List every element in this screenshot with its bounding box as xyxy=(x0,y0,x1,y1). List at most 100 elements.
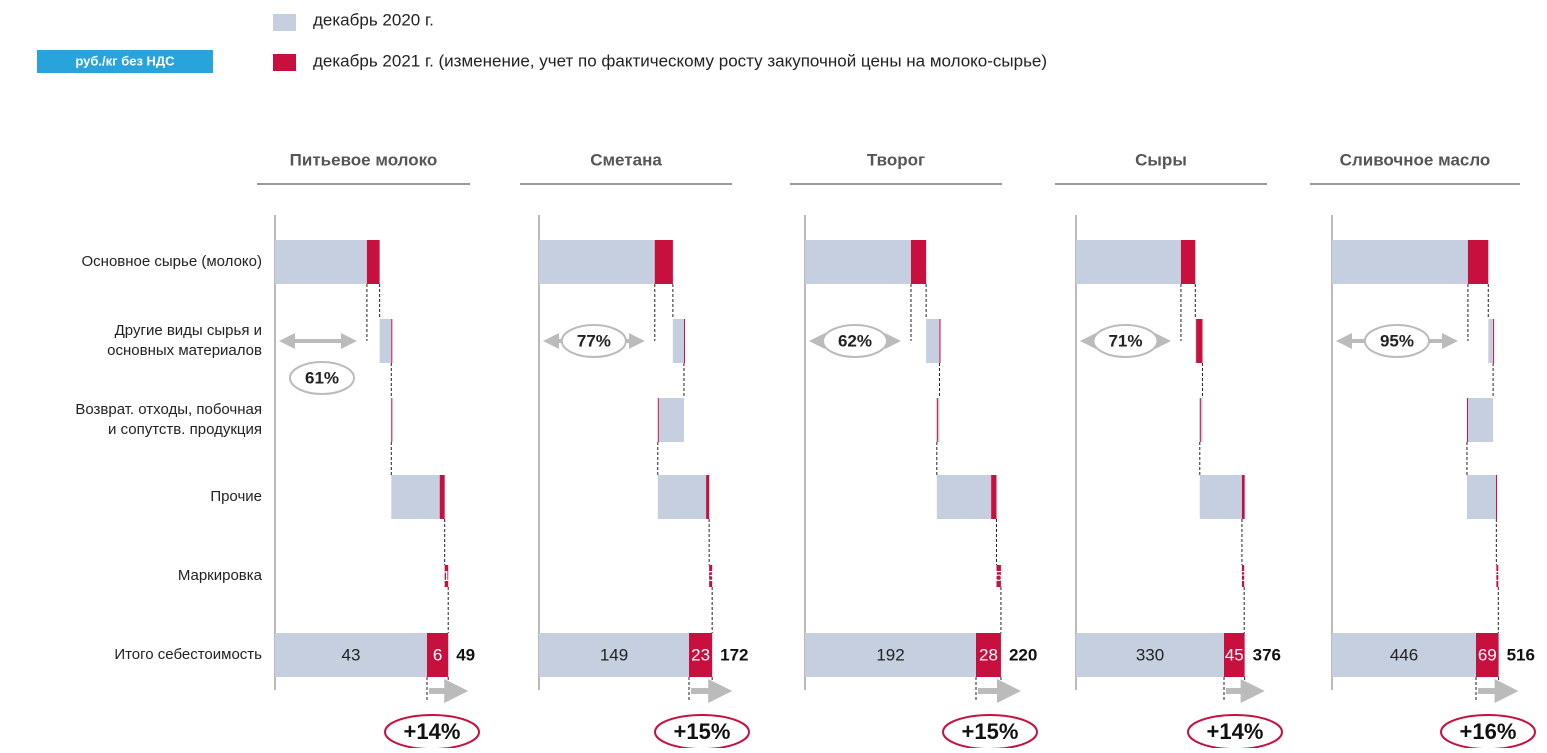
total-increase xyxy=(1224,633,1245,677)
panel-title: Питьевое молоко xyxy=(290,150,438,169)
bar-increase xyxy=(1196,319,1203,363)
bar-2020 xyxy=(275,240,367,284)
total-increase xyxy=(689,633,713,677)
bar-2020 xyxy=(657,475,707,519)
row-label: Другие виды сырья и xyxy=(115,322,262,339)
panel-title: Сливочное масло xyxy=(1340,150,1491,169)
bar-2020 xyxy=(539,240,655,284)
bar-increase xyxy=(910,240,927,284)
growth-label: +16% xyxy=(1460,719,1517,744)
bar-increase xyxy=(1241,475,1245,519)
bar-2020 xyxy=(379,319,392,363)
total-2020-label: 446 xyxy=(1390,645,1418,664)
bar-2020 xyxy=(926,319,940,363)
growth-label: +15% xyxy=(962,719,1019,744)
bar-2020 xyxy=(658,398,684,442)
bar-increase xyxy=(996,565,1001,587)
total-2020 xyxy=(1332,633,1476,677)
bar-2020 xyxy=(1199,475,1245,519)
bar-increase xyxy=(444,565,449,587)
row-label: Основное сырье (молоко) xyxy=(82,253,263,270)
bar-increase xyxy=(366,240,380,284)
marking-label: 3 xyxy=(706,568,714,585)
bar-increase xyxy=(1180,240,1196,284)
bar-increase xyxy=(991,475,997,519)
total-2020 xyxy=(539,633,689,677)
marking-label: 5 xyxy=(995,568,1003,585)
total-2020-label: 330 xyxy=(1136,645,1164,664)
total-increase xyxy=(1476,633,1499,677)
growth-label: +14% xyxy=(404,719,461,744)
bar-increase xyxy=(1493,319,1495,363)
total-2021-label: 49 xyxy=(456,645,475,664)
bar-2020 xyxy=(1332,240,1468,284)
total-2021-label: 376 xyxy=(1253,645,1281,664)
panel-title: Сыры xyxy=(1135,150,1187,169)
unit-badge xyxy=(37,50,213,73)
total-2021-label: 172 xyxy=(720,645,748,664)
share-label: 61% xyxy=(305,368,339,387)
total-2020-label: 149 xyxy=(600,645,628,664)
bar-increase xyxy=(1496,565,1499,587)
total-increase-label: 23 xyxy=(691,645,710,664)
bar-increase xyxy=(1496,475,1498,519)
bar-increase xyxy=(1466,398,1468,442)
total-2020 xyxy=(805,633,976,677)
bar-2020 xyxy=(672,319,684,363)
bar-increase xyxy=(706,475,710,519)
legend-swatch xyxy=(273,14,296,31)
row-label: Возврат. отходы, побочная xyxy=(75,401,262,418)
bar-2020 xyxy=(1467,398,1494,442)
bar-2020 xyxy=(1488,319,1494,363)
share-badge xyxy=(560,324,627,358)
total-2020-label: 192 xyxy=(876,645,904,664)
bar-increase xyxy=(683,319,685,363)
total-increase xyxy=(427,633,449,677)
share-label: 62% xyxy=(838,331,872,350)
panel-title: Сметана xyxy=(590,150,662,169)
share-label: 95% xyxy=(1380,331,1414,350)
total-increase-label: 69 xyxy=(1478,645,1497,664)
growth-label: +15% xyxy=(674,719,731,744)
row-label: Прочие xyxy=(210,488,262,505)
row-label: и сопутств. продукция xyxy=(108,421,262,438)
row-label: Итого себестоимость xyxy=(114,646,262,663)
bar-increase xyxy=(657,398,659,442)
row-label: основных материалов xyxy=(107,342,262,359)
share-label: 71% xyxy=(1108,331,1142,350)
total-2021-label: 220 xyxy=(1009,645,1037,664)
bar-2020 xyxy=(936,398,940,442)
bar-2020 xyxy=(1199,398,1203,442)
total-2021-label: 516 xyxy=(1507,645,1535,664)
bar-2020 xyxy=(1466,475,1497,519)
marking-label: 6 xyxy=(1493,568,1501,585)
bar-increase xyxy=(391,398,393,442)
bar-increase xyxy=(936,398,938,442)
bar-increase xyxy=(1467,240,1489,284)
bar-increase xyxy=(709,565,713,587)
bar-2020 xyxy=(805,240,911,284)
legend-label: декабрь 2020 г. xyxy=(313,10,434,29)
share-badge xyxy=(821,324,888,358)
bar-2020 xyxy=(1076,240,1181,284)
total-2020 xyxy=(1076,633,1224,677)
total-2020 xyxy=(275,633,427,677)
total-increase-label: 28 xyxy=(979,645,998,664)
total-increase xyxy=(976,633,1001,677)
share-label: 77% xyxy=(577,331,611,350)
bar-increase xyxy=(439,475,445,519)
total-increase-label: 45 xyxy=(1225,645,1244,664)
bar-2020 xyxy=(1195,319,1197,363)
bar-2020 xyxy=(391,475,440,519)
bar-2020 xyxy=(936,475,992,519)
legend-label: декабрь 2021 г. (изменение, учет по факт… xyxy=(313,51,1047,70)
share-badge xyxy=(1092,324,1159,358)
panel-title: Творог xyxy=(867,150,925,169)
bar-increase xyxy=(391,319,393,363)
bar-increase xyxy=(1199,398,1201,442)
total-increase-label: 6 xyxy=(433,645,442,664)
marking-label: 1 xyxy=(442,568,450,585)
share-badge xyxy=(289,361,355,395)
row-label: Маркировка xyxy=(178,567,263,584)
growth-label: +14% xyxy=(1207,719,1264,744)
